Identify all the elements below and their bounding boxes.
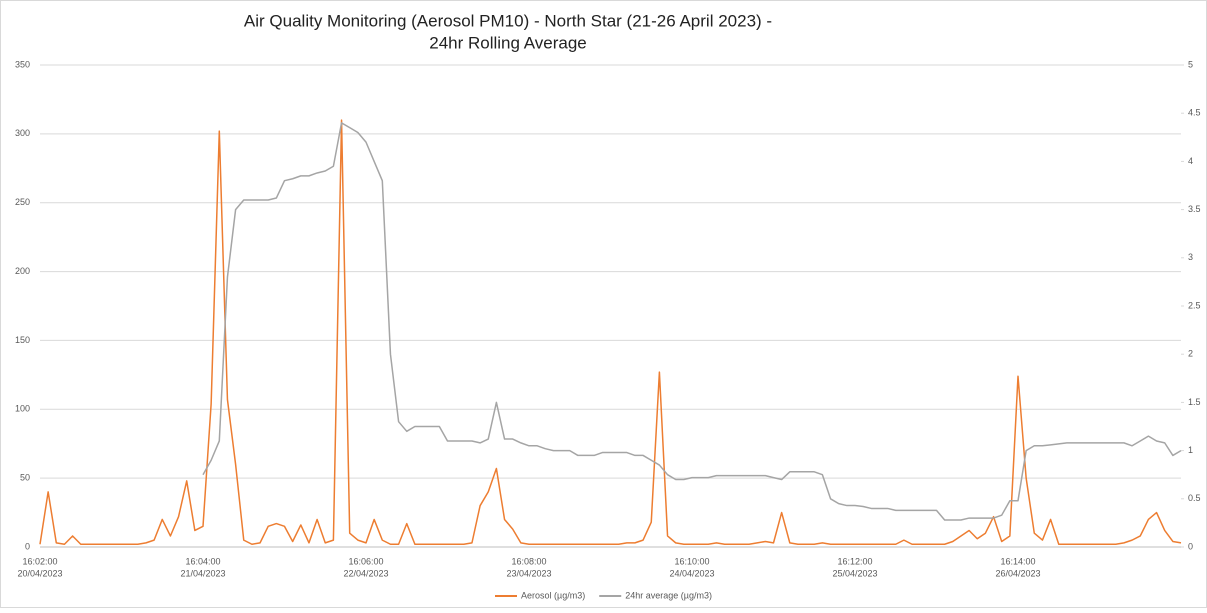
- x-tick-label: 16:02:00: [22, 556, 57, 566]
- y-tick-label: 0: [25, 541, 30, 551]
- x-tick-label: 24/04/2023: [669, 568, 714, 578]
- x-tick-label: 20/04/2023: [17, 568, 62, 578]
- x-tick-label: 21/04/2023: [180, 568, 225, 578]
- y2-tick-label: 3.5: [1188, 204, 1201, 214]
- x-tick-label: 16:14:00: [1000, 556, 1035, 566]
- x-tick-label: 26/04/2023: [995, 568, 1040, 578]
- y2-tick-label: 3: [1188, 252, 1193, 262]
- x-tick-label: 25/04/2023: [832, 568, 877, 578]
- y-tick-label: 100: [15, 404, 30, 414]
- y2-tick-label: 2: [1188, 349, 1193, 359]
- y2-tick-label: 4: [1188, 156, 1193, 166]
- y2-tick-label: 4.5: [1188, 108, 1201, 118]
- y2-tick-label: 1.5: [1188, 397, 1201, 407]
- series-line: [39, 119, 1182, 545]
- y2-tick-label: 2.5: [1188, 300, 1201, 310]
- y2-tick-label: 0: [1188, 541, 1193, 551]
- y2-tick-label: 5: [1188, 59, 1193, 69]
- y-tick-label: 350: [15, 59, 30, 69]
- chart-title: Air Quality Monitoring (Aerosol PM10) - …: [244, 11, 772, 30]
- chart-title: 24hr Rolling Average: [429, 33, 587, 52]
- x-tick-label: 16:12:00: [837, 556, 872, 566]
- x-tick-label: 16:08:00: [511, 556, 546, 566]
- y-tick-label: 150: [15, 335, 30, 345]
- x-tick-label: 16:04:00: [185, 556, 220, 566]
- y-tick-label: 50: [20, 473, 30, 483]
- x-tick-label: 16:10:00: [674, 556, 709, 566]
- y2-tick-label: 0.5: [1188, 493, 1201, 503]
- y-tick-label: 300: [15, 128, 30, 138]
- x-tick-label: 22/04/2023: [343, 568, 388, 578]
- legend-label: Aerosol (µg/m3): [521, 590, 585, 600]
- y-tick-label: 200: [15, 266, 30, 276]
- series-line: [202, 122, 1182, 521]
- legend-label: 24hr average (µg/m3): [625, 590, 712, 600]
- y-tick-label: 250: [15, 197, 30, 207]
- x-tick-label: 16:06:00: [348, 556, 383, 566]
- x-tick-label: 23/04/2023: [506, 568, 551, 578]
- y2-tick-label: 1: [1188, 445, 1193, 455]
